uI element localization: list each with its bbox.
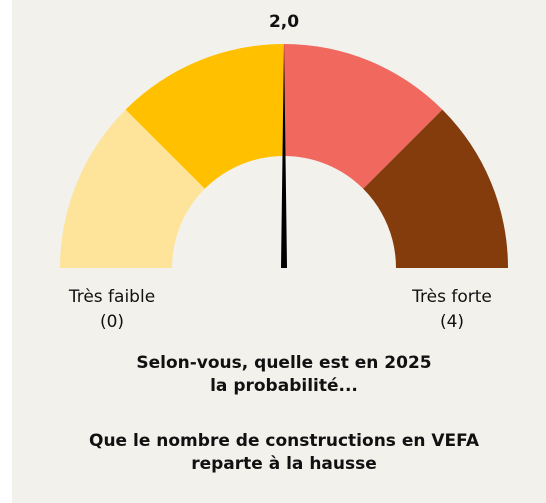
end-label: Très faible	[68, 287, 155, 307]
title-line: reparte à la hausse	[191, 454, 377, 474]
title-line: Selon-vous, quelle est en 2025	[136, 353, 431, 373]
title-line: Que le nombre de constructions en VEFA	[89, 431, 480, 451]
gauge-band	[60, 109, 205, 268]
gauge-band	[284, 44, 443, 189]
tick-label: (4)	[440, 312, 464, 332]
end-label: Très forte	[411, 287, 492, 307]
needle	[281, 42, 287, 268]
gauge-band	[363, 109, 508, 268]
title-line: la probabilité...	[210, 376, 358, 396]
value-label: 2,0	[269, 12, 299, 32]
tick-label: (0)	[100, 312, 124, 332]
gauge-band	[125, 44, 284, 189]
